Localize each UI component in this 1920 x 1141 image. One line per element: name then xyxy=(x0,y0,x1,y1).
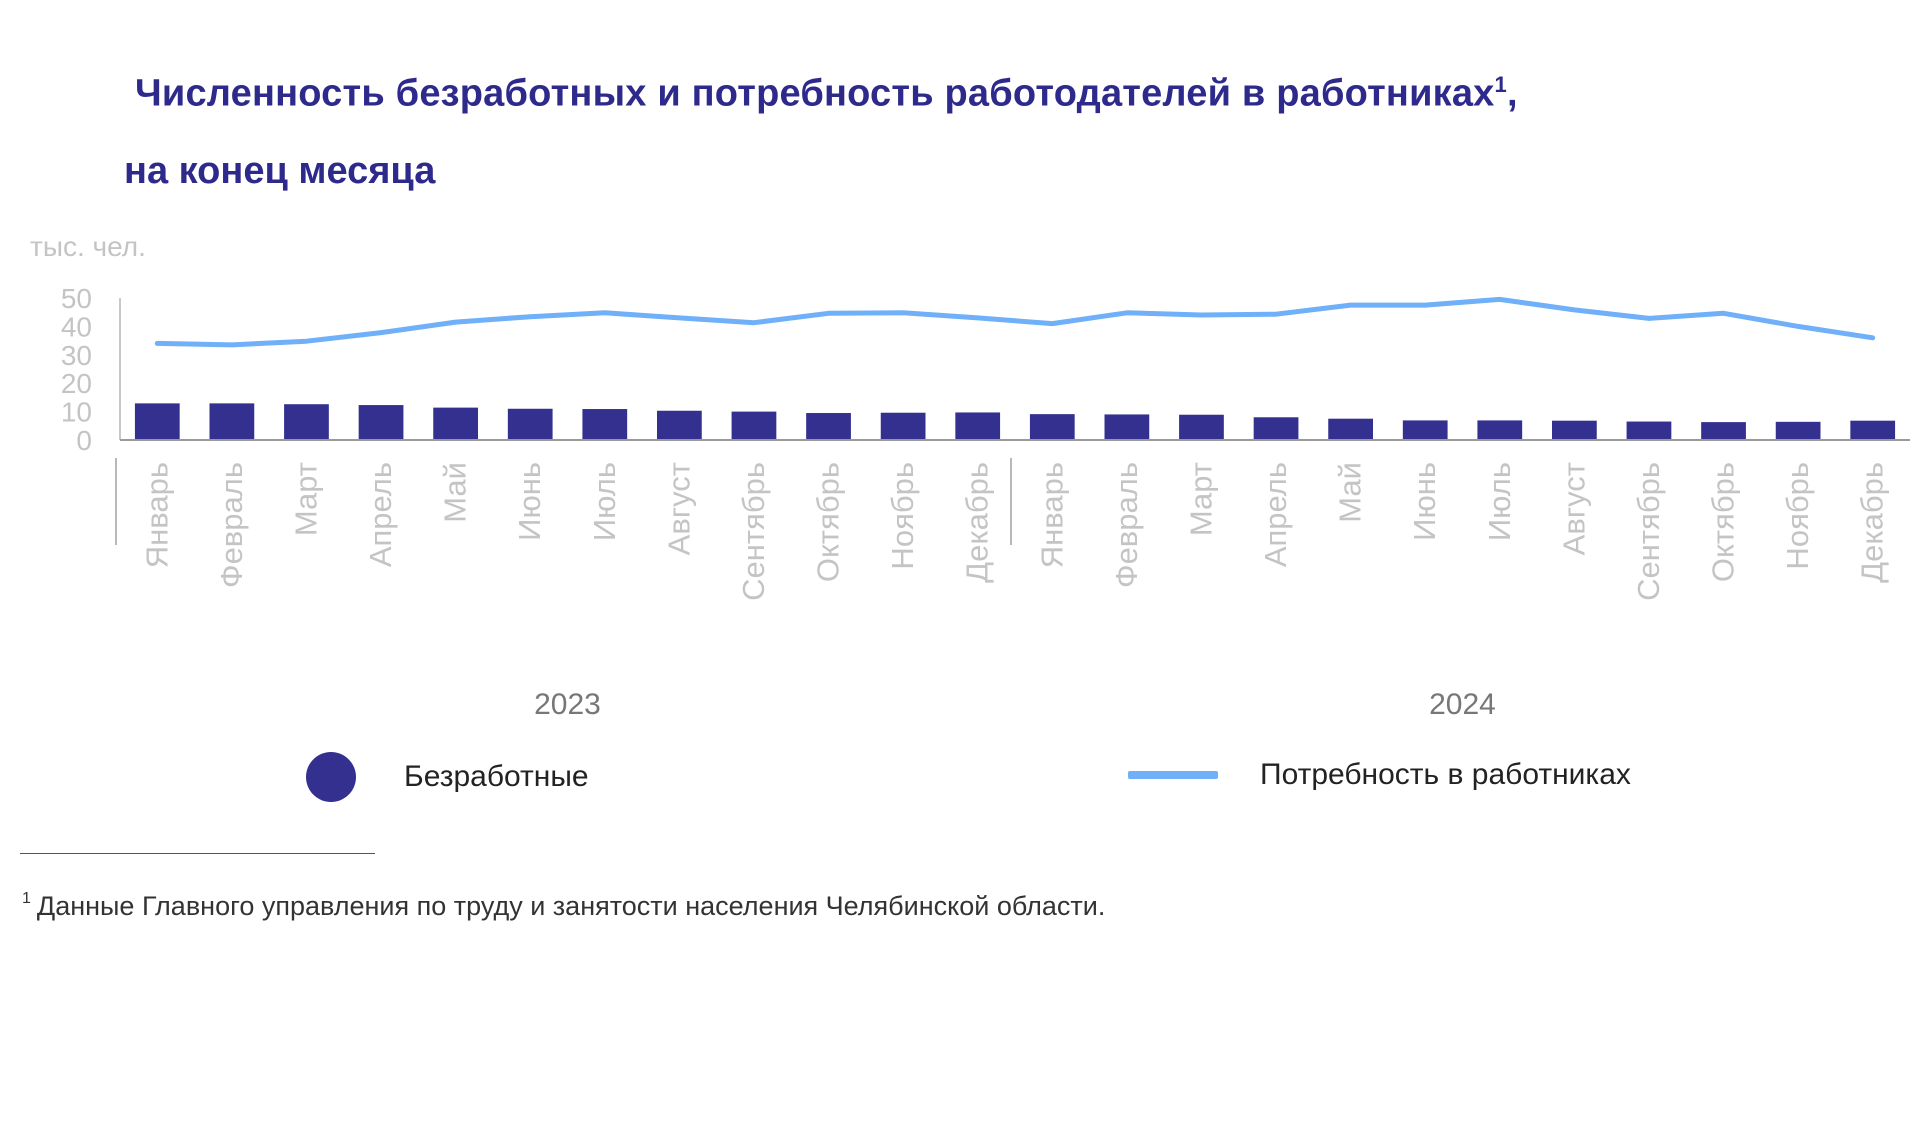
x-tick-label: Сентябрь xyxy=(736,462,771,601)
line-demand-point xyxy=(454,320,458,324)
x-tick-label: Июнь xyxy=(512,462,547,541)
line-demand-point xyxy=(1498,297,1502,301)
x-tick-label: Ноябрь xyxy=(1780,462,1815,570)
line-demand-point xyxy=(1796,324,1800,328)
footnote: 1 Данные Главного управления по труду и з… xyxy=(22,890,1105,922)
bar-unemployed xyxy=(507,408,553,440)
year-group-label: 2023 xyxy=(534,688,601,721)
line-demand-point xyxy=(827,311,831,315)
year-group-label: 2024 xyxy=(1429,688,1496,721)
bar-unemployed xyxy=(433,407,478,440)
x-tick-label: Май xyxy=(438,462,473,523)
line-demand-point xyxy=(1125,311,1129,315)
chart-title-text: Численность безработных и потребность ра… xyxy=(135,72,1495,115)
line-demand xyxy=(154,296,1876,348)
line-demand-point xyxy=(1871,336,1875,340)
legend-item-unemployed: Безработные xyxy=(306,752,589,802)
bar-unemployed xyxy=(1029,414,1075,440)
y-tick-label: 20 xyxy=(61,368,92,399)
line-demand-point xyxy=(155,341,159,345)
bar-unemployed xyxy=(134,403,180,440)
x-tick-label: Февраль xyxy=(1109,462,1144,588)
x-tick-label: Апрель xyxy=(363,462,398,567)
x-tick-label: Сентябрь xyxy=(1631,462,1666,601)
legend-line-swatch xyxy=(1128,771,1218,779)
y-axis-unit-label: тыс. чел. xyxy=(30,231,146,262)
x-tick-label: Ноябрь xyxy=(885,462,920,570)
bar-unemployed xyxy=(582,409,628,440)
x-tick-label: Март xyxy=(288,462,323,536)
y-tick-label: 0 xyxy=(76,425,92,456)
bar-unemployed xyxy=(1626,421,1672,440)
bar-unemployed xyxy=(209,403,255,440)
x-tick-label: Декабрь xyxy=(960,462,995,583)
bar-unemployed xyxy=(1179,414,1224,440)
bar-unemployed xyxy=(1775,421,1821,440)
bar-unemployed xyxy=(1328,418,1373,440)
chart-subtitle: на конец месяца xyxy=(124,150,436,192)
x-tick-label: Февраль xyxy=(214,462,249,588)
title-comma: , xyxy=(1506,72,1518,115)
bar-unemployed xyxy=(1701,422,1746,440)
y-tick-label: 30 xyxy=(61,340,92,371)
legend-item-demand: Потребность в работниках xyxy=(1128,758,1631,792)
footnote-text: Данные Главного управления по труду и за… xyxy=(36,891,1106,921)
x-tick-label: Октябрь xyxy=(811,462,846,582)
x-tick-label: Январь xyxy=(1034,462,1069,568)
legend-label-demand: Потребность в работниках xyxy=(1260,758,1631,791)
line-demand-point xyxy=(752,321,756,325)
legend-label-unemployed: Безработные xyxy=(404,760,589,793)
x-tick-label: Март xyxy=(1183,462,1218,536)
y-tick-label: 50 xyxy=(61,283,92,314)
bar-unemployed xyxy=(806,413,851,440)
y-tick-label: 10 xyxy=(61,397,92,428)
line-demand-point xyxy=(304,339,308,343)
line-demand-point xyxy=(1722,311,1726,315)
legend-bar-swatch xyxy=(306,752,356,802)
x-tick-label: Октябрь xyxy=(1706,462,1741,582)
title-footnote-mark: 1 xyxy=(1494,72,1507,97)
line-demand-point xyxy=(1274,312,1278,316)
bar-unemployed xyxy=(731,411,777,440)
line-demand-point xyxy=(1423,303,1427,307)
x-tick-label: Апрель xyxy=(1258,462,1293,567)
line-demand-point xyxy=(1050,322,1054,326)
line-demand-point xyxy=(901,311,905,315)
chart-title: Численность безработных и потребность ра… xyxy=(135,72,1518,116)
line-demand-point xyxy=(1199,313,1203,317)
x-tick-label: Декабрь xyxy=(1855,462,1890,583)
bar-unemployed xyxy=(1253,417,1299,440)
line-demand-point xyxy=(677,316,681,320)
x-tick-label: Май xyxy=(1333,462,1368,523)
line-demand-point xyxy=(976,316,980,320)
bar-unemployed xyxy=(955,412,1001,440)
line-demand-point xyxy=(528,315,532,319)
x-tick-label: Август xyxy=(1556,462,1591,555)
x-tick-label: Июнь xyxy=(1407,462,1442,541)
y-tick-label: 40 xyxy=(61,311,92,342)
footnote-mark: 1 xyxy=(22,890,31,907)
x-tick-label: Январь xyxy=(139,462,174,568)
bar-unemployed xyxy=(1850,420,1896,440)
line-demand-point xyxy=(1647,316,1651,320)
bar-unemployed xyxy=(284,404,329,440)
bar-unemployed xyxy=(1104,414,1150,440)
x-tick-label: Июль xyxy=(1482,462,1517,541)
line-demand-point xyxy=(603,311,607,315)
line-demand-point xyxy=(230,343,234,347)
line-demand-point xyxy=(1572,308,1576,312)
bar-unemployed xyxy=(880,412,926,440)
line-demand-point xyxy=(1349,303,1353,307)
line-demand-point xyxy=(379,331,383,335)
bar-unemployed xyxy=(1477,420,1523,440)
bar-unemployed xyxy=(657,410,702,440)
footnote-divider xyxy=(20,853,375,854)
bar-unemployed xyxy=(1402,420,1448,440)
x-tick-label: Июль xyxy=(587,462,622,541)
x-tick-label: Август xyxy=(661,462,696,555)
bar-unemployed xyxy=(358,405,404,440)
bar-unemployed xyxy=(1552,420,1597,440)
